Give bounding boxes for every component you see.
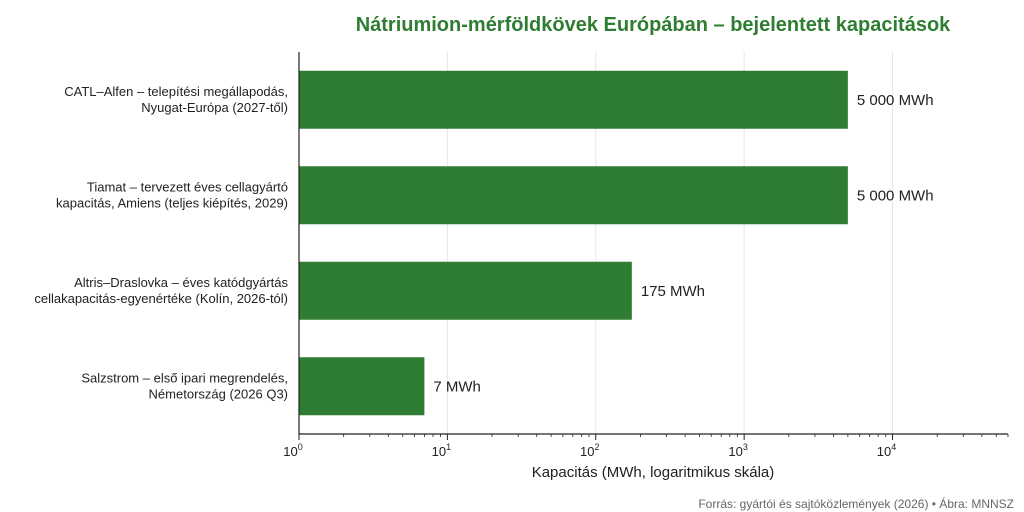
bar: [299, 357, 425, 416]
x-tick-label: 104: [877, 442, 896, 459]
value-label: 175 MWh: [641, 283, 705, 300]
x-axis-title: Kapacitás (MWh, logaritmikus skála): [532, 464, 775, 481]
category-label: CATL–Alfen – telepítési megállapodás,: [64, 84, 288, 99]
x-tick-label: 100: [283, 442, 302, 459]
bar: [299, 261, 632, 320]
x-tick-label: 101: [432, 442, 451, 459]
category-label: kapacitás, Amiens (teljes kiépítés, 2029…: [56, 195, 288, 210]
value-label: 5 000 MWh: [857, 92, 934, 109]
x-axis: 100 101 102 103 104: [283, 52, 1009, 459]
category-label: Tiamat – tervezett éves cellagyártó: [87, 179, 288, 194]
source-note: Forrás: gyártói és sajtóközlemények (202…: [698, 496, 1014, 511]
value-label: 7 MWh: [433, 378, 481, 395]
value-label: 5 000 MWh: [857, 187, 934, 204]
bar: [299, 166, 848, 225]
bars: [299, 70, 848, 416]
labels: 5 000 MWh CATL–Alfen – telepítési megálla…: [34, 84, 933, 402]
category-label: Nyugat-Európa (2027-től): [141, 100, 288, 115]
x-tick-label: 103: [728, 442, 747, 459]
chart-title: Nátriumion-mérföldkövek Európában – beje…: [356, 14, 951, 36]
category-label: Salzstrom – első ipari megrendelés,: [81, 370, 288, 385]
bar: [299, 70, 848, 129]
x-tick-label: 102: [580, 442, 599, 459]
category-label: Németország (2026 Q3): [149, 386, 288, 401]
category-label: Altris–Draslovka – éves katódgyártás: [74, 275, 288, 290]
category-label: cellakapacitás-egyenértéke (Kolín, 2026-…: [34, 291, 288, 306]
